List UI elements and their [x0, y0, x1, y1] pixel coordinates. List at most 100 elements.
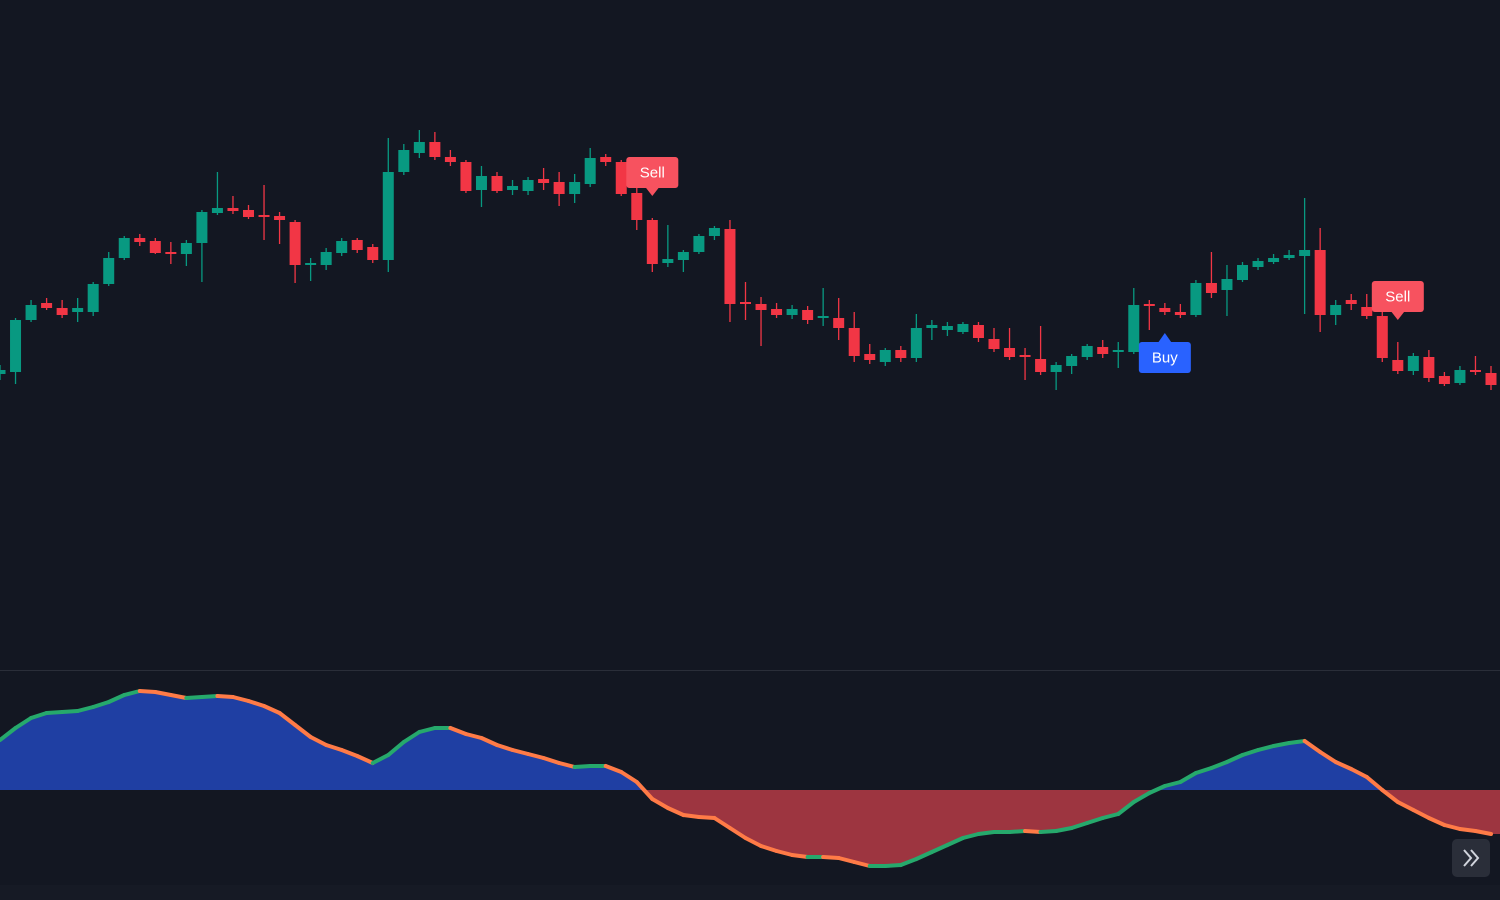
signal-marker: Buy	[1138, 333, 1191, 373]
oscillator-segment	[246, 699, 267, 708]
candle-body	[1190, 283, 1202, 315]
candle-body	[258, 215, 270, 217]
candle-body	[724, 229, 736, 304]
oscillator-segment	[1287, 739, 1307, 745]
bottom-strip	[0, 885, 1500, 900]
oscillator-segment	[370, 753, 391, 765]
oscillator-segment	[696, 815, 717, 820]
signal-marker: Sell	[1371, 281, 1424, 320]
double-arrow-icon[interactable]	[1463, 849, 1480, 867]
oscillator-segment	[1302, 739, 1323, 754]
oscillator-segment	[759, 844, 779, 853]
oscillator-segment	[960, 832, 981, 840]
candle-body	[1159, 308, 1171, 312]
candle-body	[274, 216, 286, 220]
oscillator-segment	[479, 736, 499, 747]
oscillator-segment	[914, 850, 934, 861]
oscillator-segment	[386, 740, 406, 757]
oscillator-segment	[401, 730, 422, 744]
oscillator-segment	[898, 857, 919, 867]
candle-body	[864, 354, 876, 360]
oscillator-segment	[1100, 812, 1121, 820]
oscillator-segment	[262, 704, 282, 715]
oscillator-segment	[495, 743, 515, 752]
oscillator-segment	[883, 863, 903, 868]
positive-area	[0, 691, 1500, 790]
oscillator-segment	[1069, 821, 1090, 830]
candle-body	[910, 328, 922, 358]
oscillator-segment	[277, 711, 298, 727]
candle-body	[895, 350, 907, 358]
oscillator-segment	[1007, 829, 1028, 834]
oscillator-segment	[448, 726, 468, 736]
oscillator-segment	[1256, 744, 1276, 752]
candle-body	[1066, 356, 1078, 366]
candle-body	[243, 210, 254, 217]
oscillator-segment	[168, 693, 189, 700]
oscillator-segment	[1116, 800, 1136, 816]
oscillator-segment	[1193, 766, 1214, 775]
oscillator-segment	[1426, 816, 1447, 827]
scroll-button[interactable]	[1452, 839, 1490, 877]
marker-box	[1371, 281, 1424, 312]
oscillator-segment	[137, 689, 158, 694]
negative-area	[0, 790, 1500, 866]
oscillator-segment	[681, 813, 701, 819]
candle-body	[165, 252, 177, 254]
candle-body	[538, 179, 550, 183]
oscillator-segment	[790, 853, 810, 859]
oscillator-segment	[1473, 829, 1493, 836]
oscillator-segment	[650, 797, 670, 810]
candle-body	[740, 302, 751, 304]
oscillator-segment	[836, 856, 857, 864]
oscillator-segment	[1364, 775, 1385, 792]
candle-body	[631, 193, 643, 220]
candle-body	[367, 247, 379, 260]
candle-body	[1128, 305, 1140, 352]
candle-body	[460, 162, 472, 191]
candle-body	[72, 308, 84, 312]
oscillator-segment	[619, 770, 639, 784]
candle-body	[1438, 376, 1450, 384]
oscillator-segment	[1038, 829, 1059, 834]
candle-body	[1283, 255, 1295, 258]
candle-body	[196, 212, 208, 243]
oscillator-segment	[1240, 748, 1261, 757]
oscillator-segment	[1224, 753, 1245, 764]
candle-body	[103, 258, 115, 284]
candle-body	[56, 308, 68, 315]
oscillator-segment	[75, 705, 96, 713]
marker-pointer	[645, 187, 660, 196]
candle-body	[708, 228, 720, 236]
oscillator-segment	[1349, 767, 1369, 779]
candle-body	[988, 339, 1000, 349]
oscillator-segment	[665, 806, 686, 817]
oscillator-segment	[215, 694, 235, 699]
candle-body	[1361, 307, 1373, 316]
oscillator-segment	[727, 826, 748, 840]
candle-body	[646, 220, 658, 264]
candle-body	[553, 182, 565, 194]
candle-body	[0, 370, 6, 374]
oscillator-segment	[1209, 760, 1229, 770]
candle-body	[180, 243, 192, 254]
oscillator-segment	[230, 695, 251, 703]
oscillator-segment	[463, 732, 484, 740]
candle-body	[398, 150, 410, 172]
candle-body	[600, 157, 612, 162]
candle-body	[1112, 350, 1124, 352]
oscillator-segment	[603, 764, 624, 774]
oscillator-segment	[634, 780, 655, 801]
oscillator-segment	[557, 761, 577, 769]
oscillator-segment	[293, 723, 313, 739]
candle-body	[1143, 304, 1155, 306]
oscillator-segment	[1333, 760, 1354, 771]
candle-body	[336, 241, 348, 253]
candle-body	[1423, 357, 1435, 378]
candle-body	[1314, 250, 1326, 315]
candle-body	[786, 309, 798, 315]
marker-pointer	[1390, 311, 1405, 320]
candle-body	[662, 259, 674, 263]
candle-body	[1035, 359, 1047, 372]
